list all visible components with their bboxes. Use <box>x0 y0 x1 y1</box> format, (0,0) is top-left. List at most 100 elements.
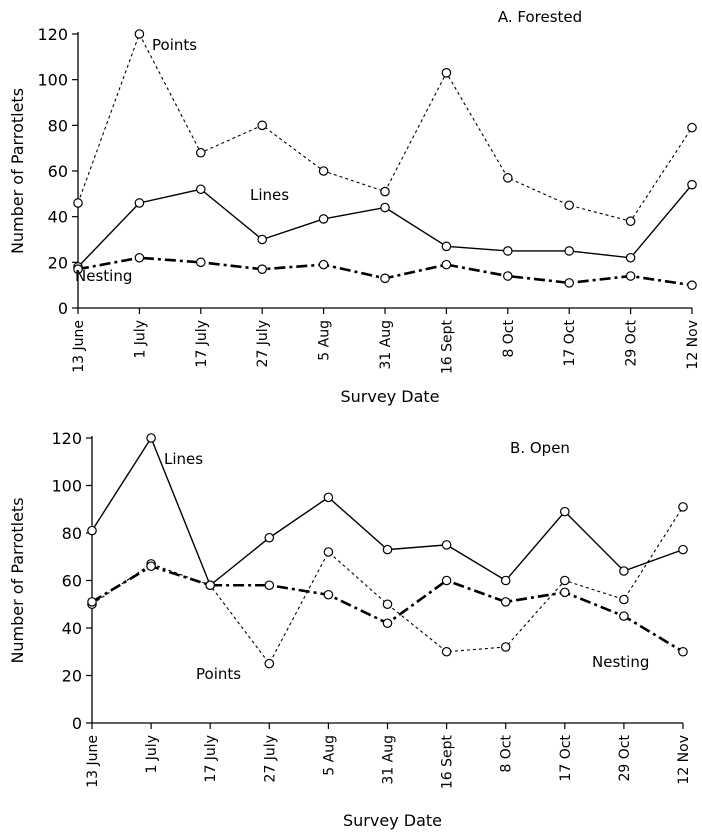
data-point-points <box>257 120 267 131</box>
data-point-lines <box>625 252 636 263</box>
data-point-points <box>441 68 452 78</box>
data-point-nesting <box>264 580 275 591</box>
data-point-nesting <box>134 252 145 263</box>
data-point-points <box>380 186 390 197</box>
x-tick-label: 17 Oct <box>558 735 574 782</box>
panel-open: 0 20 40 60 80 100 120 13 June 1 July 17 July 27 Ju… <box>8 429 692 830</box>
data-point-lines <box>502 246 513 256</box>
x-tick-label: 8 Oct <box>501 320 517 358</box>
data-point-lines <box>264 532 275 543</box>
data-point-nesting <box>619 611 629 621</box>
data-point-points <box>500 642 511 652</box>
data-point-nesting <box>87 597 97 607</box>
x-tick-label: 1 July <box>132 320 148 359</box>
data-point-nesting <box>146 561 156 572</box>
data-point-lines <box>146 433 156 443</box>
data-point-lines <box>323 492 334 503</box>
data-point-lines <box>257 234 267 245</box>
series-label-lines: Lines <box>164 450 203 468</box>
series-label-lines: Lines <box>250 186 289 204</box>
series-label-points: Points <box>152 36 197 54</box>
data-point-nesting <box>564 278 574 288</box>
y-tick-label: 60 <box>48 162 68 181</box>
x-tick-label: 13 June <box>85 735 101 788</box>
data-point-points <box>625 216 636 227</box>
series-label-nesting: Nesting <box>592 653 649 671</box>
data-point-lines <box>441 540 452 550</box>
y-tick-label: 120 <box>51 429 82 448</box>
x-tick-label: 17 July <box>194 320 210 367</box>
y-tick-label: 40 <box>62 619 82 638</box>
x-axis-title: Survey Date <box>343 811 442 830</box>
data-point-nesting <box>323 589 334 600</box>
data-point-lines <box>678 544 688 555</box>
data-point-points <box>502 173 513 183</box>
y-tick-label: 20 <box>48 253 68 272</box>
y-tick-label: 80 <box>62 524 82 543</box>
data-point-nesting <box>318 259 329 270</box>
y-tick-label: 0 <box>72 714 82 733</box>
x-tick-label: 8 Oct <box>499 735 515 773</box>
data-point-lines <box>380 202 390 213</box>
panel-forested: 0 20 40 60 80 100 120 13 June 1 July 17 July 27 Ju… <box>8 8 701 406</box>
y-axis-title: Number of Parrotlets <box>8 497 27 663</box>
x-tick-label: 27 July <box>262 735 278 782</box>
data-point-lines <box>500 575 511 586</box>
x-tick-label: 27 July <box>255 320 271 367</box>
data-point-nesting <box>687 280 697 290</box>
data-point-nesting <box>380 273 390 284</box>
panel-title: B. Open <box>510 439 570 457</box>
data-point-lines <box>87 525 97 536</box>
x-tick-label: 17 Oct <box>562 320 578 367</box>
data-point-points <box>564 200 574 211</box>
data-point-points <box>264 658 275 669</box>
x-tick-label: 16 Sept <box>439 319 455 374</box>
x-tick-label: 17 July <box>203 735 219 782</box>
data-point-nesting <box>502 271 513 281</box>
x-tick-label: 31 Aug <box>381 735 397 785</box>
data-point-points <box>382 599 393 610</box>
data-point-lines <box>687 179 697 190</box>
data-point-nesting <box>500 597 511 607</box>
data-point-points <box>619 594 629 605</box>
panel-title: A. Forested <box>498 8 582 26</box>
x-tick-label: 12 Nov <box>685 320 701 370</box>
series-line-points <box>77 32 693 222</box>
data-point-lines <box>441 241 452 252</box>
data-point-lines <box>559 506 570 517</box>
x-tick-label: 16 Sept <box>440 734 456 789</box>
x-tick-label: 29 Oct <box>617 735 633 782</box>
series-line-points <box>91 506 684 665</box>
y-tick-label: 60 <box>62 572 82 591</box>
data-point-points <box>559 575 570 586</box>
x-tick-label: 1 July <box>144 735 160 774</box>
data-point-nesting <box>625 271 636 281</box>
data-point-lines <box>196 184 206 195</box>
y-tick-label: 100 <box>37 71 68 90</box>
data-point-points <box>441 646 452 657</box>
y-axis-title: Number of Parrotlets <box>8 88 27 254</box>
data-point-points <box>323 547 334 557</box>
data-point-nesting <box>441 259 452 270</box>
data-point-nesting <box>257 264 267 274</box>
y-tick-label: 120 <box>37 25 68 44</box>
y-tick-label: 40 <box>48 208 68 227</box>
data-point-lines <box>382 544 393 555</box>
data-point-lines <box>619 566 629 576</box>
x-axis-title: Survey Date <box>341 387 440 406</box>
series-label-points: Points <box>196 665 241 683</box>
x-tick-label: 13 June <box>71 320 87 373</box>
data-point-points <box>134 29 145 39</box>
data-point-nesting <box>73 264 83 274</box>
x-tick-label: 5 Aug <box>317 320 333 361</box>
data-point-nesting <box>678 646 688 657</box>
data-point-points <box>318 166 329 176</box>
data-point-points <box>678 502 688 512</box>
data-point-nesting <box>441 575 452 586</box>
series-label-nesting: Nesting <box>75 267 132 285</box>
data-point-lines <box>318 214 329 224</box>
data-point-lines <box>564 246 574 256</box>
x-tick-label: 12 Nov <box>676 735 692 785</box>
y-tick-label: 80 <box>48 116 68 135</box>
